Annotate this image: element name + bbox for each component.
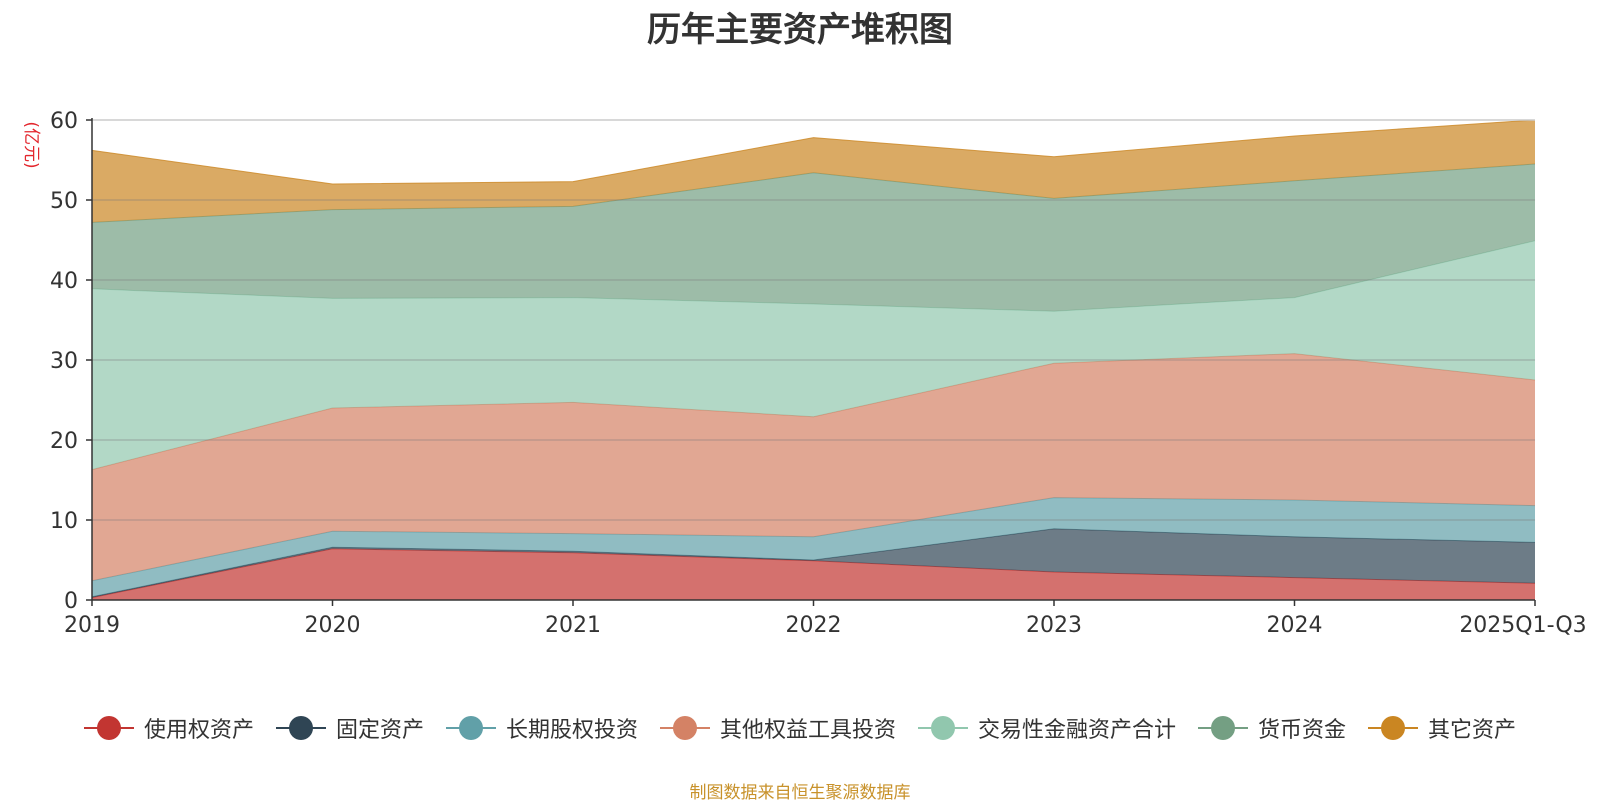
legend-label: 交易性金融资产合计	[978, 718, 1177, 743]
stacked-area-chart: 0 10 20 30 40 50 60 2019 2020 2021 2022 2023 2024 202…	[21, 109, 1587, 638]
y-tick-label-3: 30	[50, 349, 78, 374]
legend-marker-icon	[918, 716, 968, 740]
data-source-note: 制图数据来自恒生聚源数据库	[689, 783, 911, 803]
grid-lines	[92, 119, 1535, 521]
x-tick-label-3: 2022	[786, 613, 842, 638]
legend-item-3[interactable]: 其他权益工具投资	[659, 712, 896, 744]
chart-legend: 使用权资产 固定资产 长期股权投资 其他权益工具投资 交易性金融资产合计 货币资金 其它资产	[0, 712, 1600, 744]
x-tick-label-5: 2024	[1267, 613, 1323, 638]
line-series-6	[91, 119, 1536, 185]
legend-item-5[interactable]: 货币资金	[1198, 712, 1346, 744]
area-series-0	[92, 548, 1535, 600]
x-tick-label-6: 2025Q1-Q3	[1459, 613, 1586, 638]
area-series-1	[92, 528, 1535, 598]
y-tick-label-4: 40	[50, 269, 78, 294]
legend-label: 货币资金	[1258, 718, 1347, 743]
area-series-5	[92, 164, 1535, 312]
x-tick-label-2: 2021	[545, 613, 601, 638]
x-tick-label-1: 2020	[305, 613, 361, 638]
legend-marker-icon	[83, 716, 134, 740]
legend-label: 长期股权投资	[505, 718, 638, 743]
y-tick-label-0: 0	[64, 589, 78, 614]
legend-label: 固定资产	[335, 718, 424, 743]
series-areas	[91, 119, 1536, 600]
chart-title: 历年主要资产堆积图	[647, 10, 953, 50]
legend-item-6[interactable]: 其它资产	[1368, 712, 1516, 744]
legend-label: 其他权益工具投资	[719, 718, 896, 743]
legend-marker-icon	[1198, 716, 1249, 740]
legend-marker-icon	[659, 716, 710, 740]
legend-item-4[interactable]: 交易性金融资产合计	[918, 712, 1176, 744]
legend-item-0[interactable]: 使用权资产	[83, 712, 254, 744]
legend-marker-icon	[1368, 716, 1419, 740]
legend-item-2[interactable]: 长期股权投资	[445, 712, 638, 744]
legend-item-1[interactable]: 固定资产	[275, 712, 424, 744]
y-tick-label-5: 50	[50, 189, 78, 214]
legend-marker-icon	[445, 716, 496, 740]
area-series-6	[92, 120, 1535, 223]
legend-label: 使用权资产	[143, 718, 254, 743]
area-series-3	[92, 353, 1535, 581]
x-tick-label-4: 2023	[1026, 613, 1082, 638]
x-tick-label-0: 2019	[64, 613, 120, 638]
y-tick-label-1: 10	[50, 509, 78, 534]
area-series-2	[92, 497, 1535, 597]
legend-label: 其它资产	[1428, 718, 1517, 743]
y-tick-label-2: 20	[50, 429, 78, 454]
legend-marker-icon	[275, 716, 326, 740]
y-axis-unit-label: (亿元)	[21, 121, 41, 168]
y-tick-label-6: 60	[50, 109, 78, 134]
